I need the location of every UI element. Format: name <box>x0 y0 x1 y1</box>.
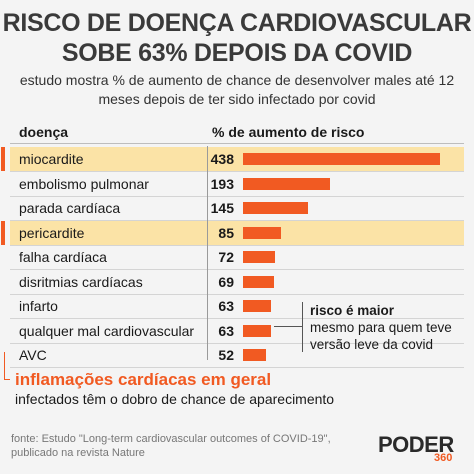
bar <box>243 275 275 288</box>
category-label: pericardite <box>19 224 85 241</box>
chart-row: infarto 63 <box>10 294 464 319</box>
chart-row: pericardite 85 <box>1 220 464 246</box>
category-label: infarto <box>19 298 58 314</box>
logo-number: 360 <box>434 452 453 464</box>
inflammation-connector <box>4 352 6 380</box>
inflammation-connector-elbow <box>4 379 10 380</box>
bar <box>243 251 276 263</box>
highlight-accent <box>1 147 5 171</box>
note-bold: risco é maior <box>310 303 395 318</box>
column-header-disease: doença <box>19 124 69 140</box>
chart-title-line-2: SOBE 63% DEPOIS DA COVID <box>61 39 413 67</box>
note-line-2: mesmo para quem teve <box>310 320 452 335</box>
category-label: parada cardíaca <box>19 200 121 216</box>
note-bracket <box>294 302 303 352</box>
note-line-3: versão leve da covid <box>310 337 434 352</box>
annotation-note: risco é maior mesmo para quem teve versã… <box>310 302 452 353</box>
value-column-divider <box>207 146 208 360</box>
chart-row: parada cardíaca 145 <box>10 196 464 221</box>
bar <box>243 349 267 361</box>
bar <box>243 300 272 312</box>
data-label: 72 <box>218 249 234 265</box>
chart-subtitle-line-1: estudo mostra % de aumento de chance de … <box>19 72 455 88</box>
column-header-risk: % de aumento de risco <box>212 124 365 140</box>
category-label: miocardite <box>19 151 84 167</box>
category-label: embolismo pulmonar <box>19 175 149 192</box>
data-label: 63 <box>218 298 234 314</box>
category-label: falha cardíaca <box>19 249 107 265</box>
data-label: 52 <box>218 347 234 363</box>
highlight-accent <box>1 220 5 245</box>
chart-row: falha cardíaca 72 <box>10 245 464 270</box>
source-note: fonte: Estudo "Long-term cardiovascular … <box>11 432 331 460</box>
chart-subtitle-line-2: meses depois de ter sido infectado por c… <box>98 91 376 107</box>
data-label: 438 <box>210 151 234 167</box>
chart-title-line-1: RISCO DE DOENÇA CARDIOVASCULAR <box>2 9 472 37</box>
bar <box>243 202 309 214</box>
chart-row: disritmias cardíacas 69 <box>10 270 464 295</box>
category-label: disritmias cardíacas <box>19 273 143 290</box>
inflammation-title: inflamações cardíacas em geral <box>15 370 272 389</box>
category-label: AVC <box>19 347 47 363</box>
chart-row: miocardite 438 <box>1 147 464 172</box>
bar <box>243 177 330 190</box>
source-line-2: publicado na revista Nature <box>11 447 145 459</box>
chart-row: qualquer mal cardiovascular 63 <box>10 319 464 344</box>
chart-row: AVC 52 <box>10 343 464 368</box>
data-label: 69 <box>218 273 234 290</box>
chart-row: embolismo pulmonar 193 <box>10 172 464 197</box>
inflammation-subtitle: infectados têm o dobro de chance de apar… <box>15 391 335 407</box>
data-label: 145 <box>210 200 234 216</box>
poder360-logo: PODER 360 <box>378 432 468 466</box>
logo-word: PODER <box>378 432 454 457</box>
bar <box>243 153 440 165</box>
category-label: qualquer mal cardiovascular <box>19 322 195 339</box>
header-divider <box>10 143 464 144</box>
data-label: 85 <box>218 224 234 241</box>
data-label: 63 <box>218 322 234 339</box>
source-line-1: fonte: Estudo "Long-term cardiovascular … <box>11 433 331 445</box>
data-label: 193 <box>210 175 234 192</box>
bar <box>243 324 272 337</box>
bar <box>243 226 282 239</box>
note-bracket-tick <box>274 326 302 327</box>
